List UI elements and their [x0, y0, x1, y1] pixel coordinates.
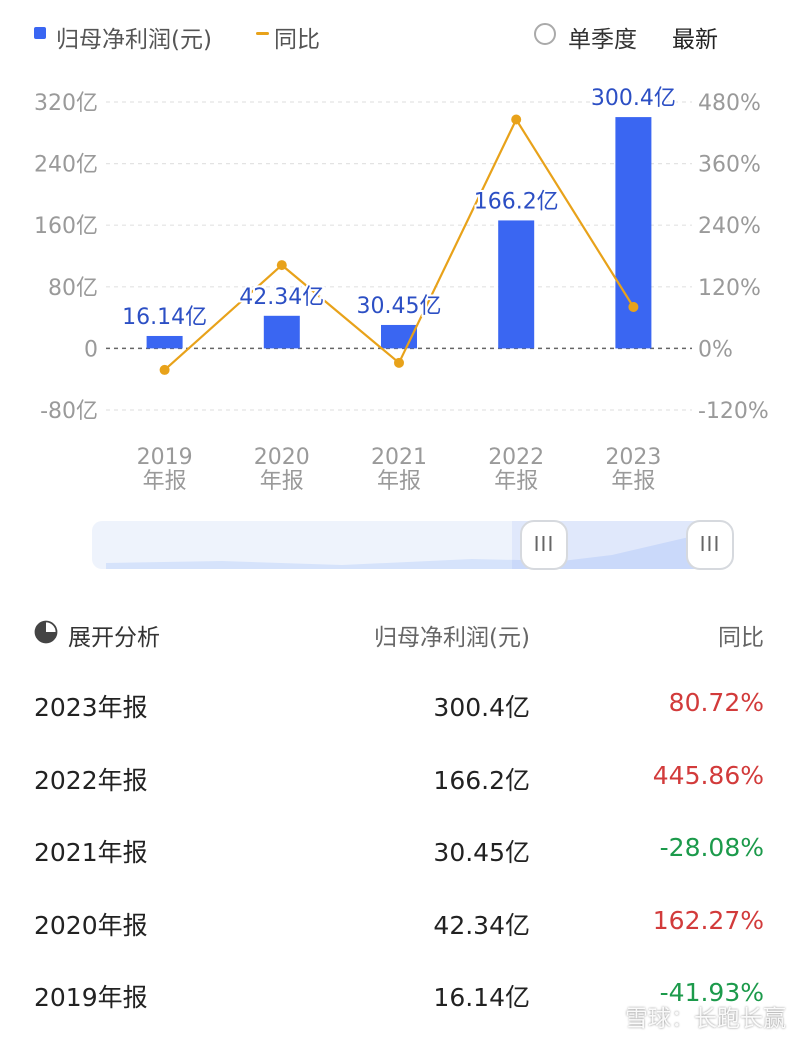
- x-tick-label: 年报: [143, 469, 187, 494]
- bar-series-swatch: [34, 27, 46, 39]
- slider-right-handle[interactable]: III: [686, 520, 734, 570]
- y-right-tick-label: -120%: [698, 399, 769, 424]
- slider-left-handle[interactable]: III: [520, 520, 568, 570]
- y-left-tick-label: 320亿: [34, 91, 98, 116]
- table-row[interactable]: 2022年报 166.2亿 445.86%: [34, 751, 766, 801]
- watermark: 雪球：长跑长赢: [595, 999, 786, 1033]
- col-header-profit: 归母净利润(元): [374, 625, 530, 651]
- x-tick-label: 2021: [371, 445, 427, 470]
- y-right-tick-label: 120%: [698, 276, 761, 301]
- profit-cell: 166.2亿: [433, 766, 530, 795]
- xueqiu-logo-icon: [595, 1006, 621, 1033]
- slider-mini-preview: [106, 521, 724, 569]
- y-right-tick-label: 480%: [698, 91, 761, 116]
- bar: [498, 220, 535, 349]
- bar-value-label: 42.34亿: [239, 285, 324, 310]
- bar: [263, 315, 300, 349]
- y-left-tick-label: 160亿: [34, 214, 98, 239]
- y-right-tick-label: 0%: [698, 337, 733, 362]
- period-cell: 2020年报: [34, 911, 148, 940]
- range-slider[interactable]: III III: [92, 519, 734, 573]
- table-row[interactable]: 2020年报 42.34亿 162.27%: [34, 896, 766, 946]
- profit-cell: 30.45亿: [433, 838, 530, 867]
- bar-value-label: 30.45亿: [357, 294, 442, 319]
- y-right-tick-label: 240%: [698, 214, 761, 239]
- profit-cell: 16.14亿: [433, 983, 530, 1012]
- x-tick-label: 2019: [137, 445, 193, 470]
- y-left-tick-label: 0: [84, 337, 98, 362]
- table-row[interactable]: 2023年报 300.4亿 80.72%: [34, 678, 766, 728]
- period-cell: 2022年报: [34, 766, 148, 795]
- yoy-point: [511, 114, 522, 125]
- table-row[interactable]: 2021年报 30.45亿 -28.08%: [34, 823, 766, 873]
- x-tick-label: 年报: [494, 469, 538, 494]
- y-left-tick-label: -80亿: [40, 399, 98, 424]
- table-row[interactable]: 2019年报 16.14亿 -41.93%: [34, 968, 766, 1018]
- bar-value-label: 166.2亿: [474, 189, 559, 214]
- yoy-cell: -41.93%: [659, 978, 764, 1007]
- x-tick-label: 年报: [260, 469, 304, 494]
- yoy-cell: -28.08%: [659, 833, 764, 862]
- period-cell: 2023年报: [34, 693, 148, 722]
- table-header: 展开分析 归母净利润(元) 同比: [34, 610, 766, 654]
- bar-value-label: 16.14亿: [122, 305, 207, 330]
- yoy-cell: 80.72%: [668, 688, 764, 717]
- watermark-text: 雪球：长跑长赢: [625, 1006, 786, 1032]
- x-tick-label: 2023: [605, 445, 661, 470]
- col-header-yoy: 同比: [718, 625, 764, 651]
- yoy-point: [394, 357, 404, 368]
- y-right-tick-label: 360%: [698, 153, 761, 178]
- yoy-point: [628, 301, 639, 312]
- y-left-tick-label: 80亿: [48, 276, 98, 301]
- legend-bar-label[interactable]: 归母净利润(元): [56, 27, 212, 53]
- x-tick-label: 2020: [254, 445, 310, 470]
- yoy-point: [276, 260, 287, 271]
- chart-legend: 归母净利润(元) 同比 单季度 最新: [34, 14, 774, 54]
- bar: [146, 335, 183, 349]
- bar-value-label: 300.4亿: [591, 86, 676, 111]
- quarter-toggle-label[interactable]: 单季度: [568, 27, 637, 53]
- profit-chart: 320亿 240亿 160亿 80亿 0 -80亿 480% 360% 240% 120% 0% -1…: [34, 84, 769, 494]
- pie-chart-icon: [34, 620, 58, 644]
- period-cell: 2019年报: [34, 983, 148, 1012]
- x-tick-label: 2022: [488, 445, 544, 470]
- x-tick-label: 年报: [611, 469, 655, 494]
- profit-cell: 42.34亿: [433, 911, 530, 940]
- expand-analysis-button[interactable]: 展开分析: [68, 625, 160, 651]
- profit-cell: 300.4亿: [433, 693, 530, 722]
- line-series-swatch: [256, 32, 269, 35]
- quarter-radio[interactable]: [534, 23, 556, 45]
- x-tick-label: 年报: [377, 469, 421, 494]
- slider-track: [92, 521, 724, 569]
- yoy-cell: 162.27%: [652, 906, 764, 935]
- bar: [615, 117, 652, 349]
- yoy-cell: 445.86%: [652, 761, 764, 790]
- y-left-tick-label: 240亿: [34, 153, 98, 178]
- yoy-point: [159, 364, 170, 375]
- legend-line-label[interactable]: 同比: [274, 27, 320, 53]
- latest-button[interactable]: 最新: [672, 27, 718, 53]
- period-cell: 2021年报: [34, 838, 148, 867]
